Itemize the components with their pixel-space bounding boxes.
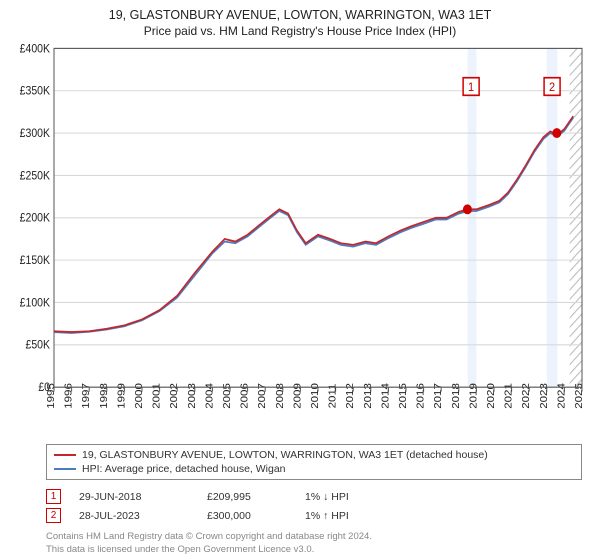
footer-line: Contains HM Land Registry data © Crown c… bbox=[46, 531, 582, 543]
sale-marker-icon: 2 bbox=[46, 508, 61, 523]
footer-line: This data is licensed under the Open Gov… bbox=[46, 544, 582, 556]
table-row: 2 28-JUL-2023 £300,000 1% ↑ HPI bbox=[46, 506, 582, 525]
sale-delta: 1% ↓ HPI bbox=[305, 491, 385, 503]
svg-text:£150K: £150K bbox=[20, 255, 51, 268]
legend-swatch-icon bbox=[54, 468, 76, 470]
legend-swatch-icon bbox=[54, 454, 76, 456]
chart-container: 19, GLASTONBURY AVENUE, LOWTON, WARRINGT… bbox=[0, 0, 600, 560]
svg-text:1: 1 bbox=[468, 81, 474, 94]
svg-text:£200K: £200K bbox=[20, 212, 51, 225]
svg-text:£250K: £250K bbox=[20, 170, 51, 183]
line-chart-svg: £0£50K£100K£150K£200K£250K£300K£350K£400… bbox=[12, 44, 588, 418]
footer: Contains HM Land Registry data © Crown c… bbox=[46, 531, 582, 556]
titles: 19, GLASTONBURY AVENUE, LOWTON, WARRINGT… bbox=[12, 8, 588, 38]
svg-text:£350K: £350K bbox=[20, 85, 51, 98]
svg-text:£100K: £100K bbox=[20, 297, 51, 310]
sale-marker-icon: 1 bbox=[46, 489, 61, 504]
svg-text:£300K: £300K bbox=[20, 128, 51, 141]
sale-date: 28-JUL-2023 bbox=[79, 510, 189, 522]
legend-item-property: 19, GLASTONBURY AVENUE, LOWTON, WARRINGT… bbox=[54, 448, 574, 462]
sales-table: 1 29-JUN-2018 £209,995 1% ↓ HPI 2 28-JUL… bbox=[46, 487, 582, 525]
title-main: 19, GLASTONBURY AVENUE, LOWTON, WARRINGT… bbox=[12, 8, 588, 22]
chart-area: £0£50K£100K£150K£200K£250K£300K£350K£400… bbox=[12, 44, 588, 418]
svg-text:2: 2 bbox=[549, 81, 555, 94]
svg-text:£400K: £400K bbox=[20, 44, 51, 55]
legend: 19, GLASTONBURY AVENUE, LOWTON, WARRINGT… bbox=[46, 444, 582, 480]
table-row: 1 29-JUN-2018 £209,995 1% ↓ HPI bbox=[46, 487, 582, 506]
legend-label: HPI: Average price, detached house, Wiga… bbox=[82, 462, 286, 476]
legend-item-hpi: HPI: Average price, detached house, Wiga… bbox=[54, 462, 574, 476]
sale-delta: 1% ↑ HPI bbox=[305, 510, 385, 522]
sale-date: 29-JUN-2018 bbox=[79, 491, 189, 503]
legend-label: 19, GLASTONBURY AVENUE, LOWTON, WARRINGT… bbox=[82, 448, 488, 462]
title-sub: Price paid vs. HM Land Registry's House … bbox=[12, 24, 588, 38]
sale-price: £300,000 bbox=[207, 510, 287, 522]
svg-text:£50K: £50K bbox=[26, 339, 51, 352]
sale-price: £209,995 bbox=[207, 491, 287, 503]
